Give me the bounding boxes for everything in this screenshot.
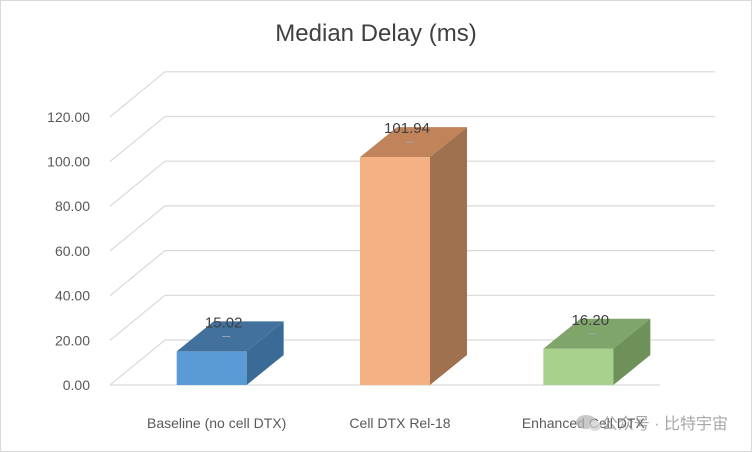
watermark-text: 公众号 · 比特宇宙 [601, 416, 728, 433]
y-tick-label: 20.00 [55, 332, 90, 348]
bar-front [543, 348, 614, 385]
bar-side [246, 321, 284, 385]
gridline-diagonal [109, 294, 166, 341]
y-tick-label: 100.00 [47, 154, 90, 170]
y-tick-label: 0.00 [63, 377, 90, 393]
x-tick-label: Cell DTX Rel-18 [349, 415, 450, 431]
gridline-diagonal [109, 71, 166, 118]
bar-side [430, 127, 467, 386]
wechat-icon [575, 415, 601, 431]
x-axis-labels: Baseline (no cell DTX) Cell DTX Rel-18 Enh… [147, 415, 645, 431]
chart-title: Median Delay (ms) [275, 20, 477, 47]
gridline-diagonal [109, 339, 166, 386]
y-axis-labels: 0.00 20.00 40.00 60.00 80.00 100.00 120.00 [47, 109, 90, 393]
bar-front [360, 157, 430, 385]
y-tick-label: 80.00 [55, 198, 90, 214]
bar-2 [360, 127, 467, 386]
data-labels: 15.02 101.94 16.20 [205, 120, 610, 337]
bar-front [176, 351, 247, 385]
bar-side [613, 318, 651, 385]
gridline-diagonal [109, 116, 166, 162]
gridline-diagonal [109, 160, 166, 207]
data-label: 101.94 [384, 120, 430, 137]
y-tick-label: 120.00 [47, 109, 90, 125]
x-tick-label: Baseline (no cell DTX) [147, 415, 286, 431]
watermark: 公众号 · 比特宇宙 [575, 410, 728, 434]
gridline-diagonal [109, 250, 166, 297]
bars [176, 127, 651, 386]
data-label: 16.20 [572, 312, 610, 329]
y-tick-label: 60.00 [55, 243, 90, 259]
y-tick-label: 40.00 [55, 288, 90, 304]
gridline-diagonal [109, 205, 166, 252]
data-label: 15.02 [205, 314, 243, 331]
